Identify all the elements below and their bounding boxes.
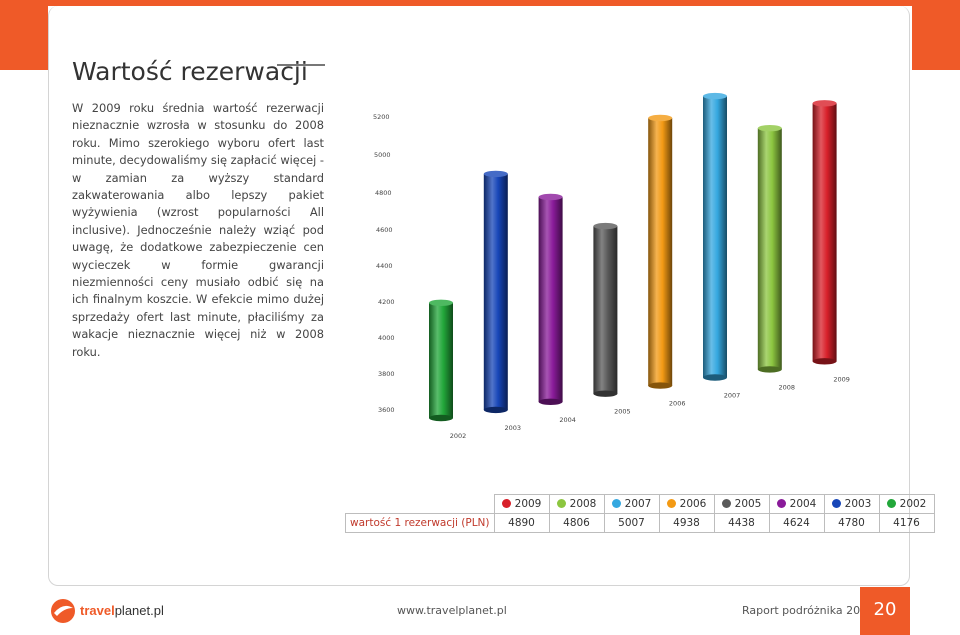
x-label-2002: 2002	[450, 432, 467, 440]
legend-dot-icon	[501, 499, 511, 508]
x-axis-labels: 2002 2003 2004 2005 2006 2007 2008 2009	[450, 375, 850, 440]
travelplanet-logo-icon	[51, 599, 75, 623]
legend-year-2008: 2008	[548, 494, 605, 514]
legend-year-label: 2008	[569, 498, 597, 510]
legend-dot-icon	[611, 499, 621, 508]
bar-base-2007	[703, 374, 727, 381]
y-tick-label: 3600	[378, 406, 395, 414]
data-table-header-row: 2009 2008 2007 2006 2005 2004 2003 2002	[346, 494, 935, 514]
legend-year-label: 2002	[899, 498, 927, 510]
y-tick-label: 4600	[376, 226, 393, 234]
legend-year-2006: 2006	[658, 494, 715, 514]
x-label-2007: 2007	[724, 392, 741, 400]
bar-top-2009	[812, 100, 837, 107]
bar-body-2003	[483, 173, 508, 410]
title-underline	[277, 64, 325, 66]
table-value-2009: 4890	[493, 513, 550, 533]
bar-top-2007	[703, 92, 727, 100]
bar-chart: 3600 3800 4000 4200 4400 4600 4800 5000 5200 200…	[373, 92, 850, 440]
bar-top-2003	[483, 170, 508, 178]
y-tick-label: 4400	[376, 262, 393, 270]
bar-base-2004	[538, 398, 563, 405]
bar-body-2009	[812, 103, 837, 362]
corner-accent-left	[0, 0, 48, 70]
bar-top-2008	[757, 125, 782, 132]
table-value-2006: 4938	[658, 513, 715, 533]
x-label-2009: 2009	[833, 375, 850, 383]
y-axis-ticks: 3600 3800 4000 4200 4400 4600 4800 5000 5200	[373, 113, 395, 414]
x-label-2004: 2004	[559, 416, 576, 424]
bar-base-2005	[593, 390, 618, 397]
data-table-corner	[346, 495, 495, 514]
y-tick-label: 4800	[375, 189, 392, 197]
table-value-2003: 4780	[823, 513, 880, 533]
bar-body-2005	[593, 226, 618, 394]
legend-dot-icon	[721, 499, 731, 508]
bar-top-2006	[648, 114, 673, 122]
table-value-2007: 5007	[603, 513, 660, 533]
legend-dot-icon	[666, 499, 676, 508]
bar-top-2004	[538, 193, 563, 201]
y-tick-label: 4000	[378, 334, 395, 342]
bar-base-2006	[648, 382, 673, 389]
y-tick-label: 3800	[378, 370, 395, 378]
description-paragraph: W 2009 roku średnia wartość rezerwacji n…	[72, 101, 324, 359]
legend-year-label: 2003	[844, 498, 872, 510]
legend-dot-icon	[556, 499, 566, 508]
page-title: Wartość rezerwacji	[72, 56, 308, 86]
logo-wordmark-part2: planet.pl	[114, 603, 164, 618]
bar-body-2007	[703, 96, 727, 378]
legend-year-2005: 2005	[713, 494, 770, 514]
legend-year-label: 2007	[624, 498, 652, 510]
legend-year-label: 2009	[514, 498, 542, 510]
legend-dot-icon	[831, 499, 841, 508]
bar-base-2003	[483, 406, 508, 414]
bar-base-2002	[429, 414, 453, 422]
bar-body-2002	[429, 302, 453, 418]
bar-body-2004	[538, 197, 563, 402]
legend-dot-icon	[776, 499, 786, 508]
bar-body-2008	[757, 128, 782, 370]
page-number: 20	[873, 599, 897, 620]
bars	[429, 92, 837, 422]
x-label-2006: 2006	[669, 400, 686, 408]
page-number-box: 20	[860, 587, 910, 635]
bar-top-2002	[429, 299, 453, 306]
legend-year-2004: 2004	[768, 494, 825, 514]
top-accent-bar	[0, 0, 960, 6]
x-label-2005: 2005	[614, 408, 631, 416]
x-label-2008: 2008	[779, 383, 796, 391]
table-value-2005: 4438	[713, 513, 770, 533]
bar-body-2006	[648, 118, 673, 386]
x-label-2003: 2003	[505, 424, 522, 432]
table-value-2008: 4806	[548, 513, 605, 533]
y-tick-label: 4200	[378, 298, 395, 306]
legend-year-label: 2005	[734, 498, 762, 510]
table-value-2002: 4176	[878, 513, 935, 533]
footer-report-title: Raport podróżnika 2010	[742, 604, 875, 617]
data-table-row: wartość 1 rezerwacji (PLN) 4890 4806 5007 4…	[345, 513, 935, 533]
legend-year-label: 2004	[789, 498, 817, 510]
logo-wordmark-part1: travel	[80, 603, 115, 618]
y-tick-label: 5000	[374, 151, 391, 159]
legend-year-2009: 2009	[493, 494, 550, 514]
table-value-2004: 4624	[768, 513, 825, 533]
data-table: 2009 2008 2007 2006 2005 2004 2003 2002 wartość…	[345, 494, 935, 533]
bar-base-2008	[757, 366, 782, 373]
bar-base-2009	[812, 358, 837, 365]
logo-wordmark: travelplanet.pl	[80, 603, 164, 618]
legend-year-2003: 2003	[823, 494, 880, 514]
legend-dot-icon	[886, 499, 896, 508]
bar-top-2005	[593, 222, 618, 230]
legend-year-label: 2006	[679, 498, 707, 510]
y-tick-label: 5200	[373, 113, 390, 121]
legend-year-2002: 2002	[878, 494, 935, 514]
footer-url[interactable]: www.travelplanet.pl	[397, 604, 507, 617]
data-table-row-label: wartość 1 rezerwacji (PLN)	[345, 513, 495, 533]
legend-year-2007: 2007	[603, 494, 660, 514]
corner-accent-right	[912, 0, 960, 70]
